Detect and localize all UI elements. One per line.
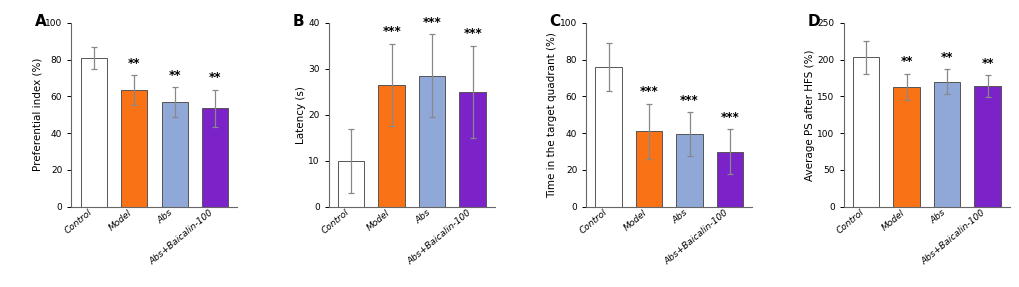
Bar: [933, 82, 959, 207]
Bar: [378, 85, 405, 207]
Text: **: **: [980, 57, 993, 70]
Text: ***: ***: [680, 94, 698, 106]
Bar: [459, 92, 485, 207]
Text: ***: ***: [720, 111, 739, 124]
Y-axis label: Latency (s): Latency (s): [296, 86, 306, 144]
Text: **: **: [168, 69, 180, 82]
Bar: [852, 57, 878, 207]
Text: **: **: [209, 71, 221, 84]
Text: **: **: [940, 51, 953, 64]
Y-axis label: Average PS after HFS (%): Average PS after HFS (%): [804, 49, 814, 181]
Bar: [595, 67, 622, 207]
Bar: [419, 76, 445, 207]
Bar: [676, 134, 702, 207]
Bar: [973, 86, 1000, 207]
Bar: [161, 102, 187, 207]
Text: **: **: [900, 55, 912, 68]
Text: D: D: [806, 14, 819, 29]
Y-axis label: Time in the target quadrant (%): Time in the target quadrant (%): [546, 32, 556, 198]
Bar: [121, 90, 147, 207]
Text: ***: ***: [639, 85, 658, 98]
Bar: [716, 152, 743, 207]
Bar: [635, 131, 661, 207]
Bar: [337, 161, 364, 207]
Y-axis label: Preferential index (%): Preferential index (%): [33, 58, 43, 172]
Text: ***: ***: [382, 25, 400, 38]
Bar: [893, 87, 919, 207]
Text: **: **: [127, 57, 141, 70]
Bar: [81, 58, 107, 207]
Bar: [202, 108, 228, 207]
Text: C: C: [549, 14, 560, 29]
Text: ***: ***: [422, 16, 441, 29]
Text: A: A: [35, 14, 47, 29]
Text: B: B: [292, 14, 304, 29]
Text: ***: ***: [463, 28, 482, 40]
